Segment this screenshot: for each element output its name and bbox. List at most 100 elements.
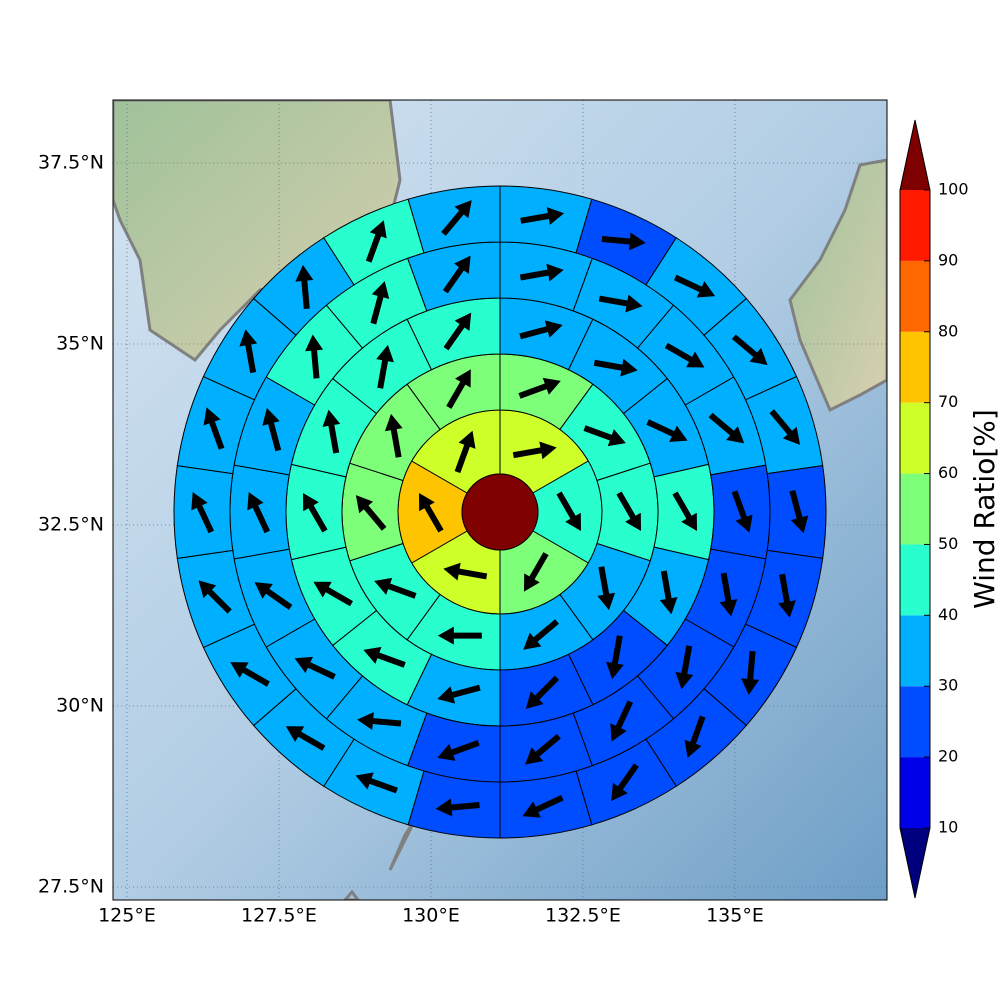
- y-tick-label: 37.5°N: [38, 151, 104, 173]
- wind-arrow: [441, 200, 472, 236]
- wind-arrow: [443, 562, 488, 581]
- wind-arrow: [606, 635, 624, 680]
- colorbar-tick-label: 10: [938, 818, 958, 837]
- wind-arrow: [525, 675, 560, 709]
- wind-arrow: [355, 772, 398, 794]
- wind-arrow: [519, 263, 564, 282]
- center-disk: [461, 473, 539, 551]
- colorbar-tick-label: 60: [938, 463, 958, 482]
- wind-arrow: [659, 570, 678, 615]
- wind-arrow: [230, 662, 270, 687]
- y-tick-label: 32.5°N: [38, 513, 104, 535]
- wind-arrow: [741, 650, 760, 696]
- colorbar-tick-label: 90: [938, 250, 958, 269]
- colorbar-bin: [900, 544, 930, 616]
- wind-arrow: [520, 207, 565, 225]
- wind-arrow: [769, 409, 801, 445]
- wind-arrow: [294, 656, 336, 680]
- wind-arrow: [664, 342, 705, 368]
- colorbar-bin: [900, 473, 930, 545]
- x-tick-label: 132.5°E: [545, 905, 621, 927]
- wind-arrow: [442, 255, 471, 294]
- wind-arrow: [384, 413, 403, 458]
- colorbar-bin: [900, 757, 930, 828]
- wind-arrow: [593, 358, 638, 377]
- x-tick-label: 125°E: [98, 905, 156, 927]
- wind-arrow: [295, 264, 314, 309]
- land-honshu: [788, 158, 887, 413]
- wind-rose: [173, 185, 827, 839]
- wind-arrow: [454, 430, 476, 474]
- wind-arrow: [198, 580, 232, 614]
- wind-arrow: [191, 492, 215, 534]
- plot-frame: [112, 99, 888, 901]
- wind-arrow: [239, 329, 258, 374]
- wind-arrow: [437, 684, 481, 704]
- y-tick-label: 27.5°N: [38, 875, 104, 897]
- wind-arrow: [672, 491, 697, 532]
- colorbar-tick-label: 40: [938, 605, 958, 624]
- wind-arrow: [778, 573, 796, 618]
- colorbar-extend-low: [900, 828, 930, 898]
- y-tick-label: 30°N: [56, 694, 104, 716]
- wind-arrow: [610, 700, 634, 742]
- wind-arrow: [285, 726, 326, 751]
- colorbar-tick-label: 70: [938, 392, 958, 411]
- x-tick-label: 135°E: [706, 905, 764, 927]
- wind-arrow: [673, 274, 716, 298]
- wind-arrow: [313, 581, 353, 607]
- wind-arrow: [708, 412, 745, 444]
- wind-arrow: [524, 552, 549, 592]
- wind-arrow: [305, 334, 324, 379]
- wind-arrow: [556, 491, 581, 532]
- wind-arrow: [522, 794, 564, 818]
- x-tick-label: 130°E: [402, 905, 460, 927]
- wind-arrow: [203, 407, 225, 450]
- x-tick-label: 127.5°E: [241, 905, 317, 927]
- wind-arrow: [597, 566, 616, 611]
- wind-arrow: [437, 626, 482, 645]
- wind-arrow: [446, 369, 471, 409]
- wind-arrow: [262, 407, 282, 452]
- colorbar-bin: [900, 402, 930, 474]
- wind-arrow: [437, 739, 480, 761]
- y-tick-label: 35°N: [56, 332, 104, 354]
- axes: 125°E 127.5°E 130°E 132.5°E 135°E 27.5°N 30°N 3…: [38, 151, 764, 926]
- colorbar-bin: [900, 190, 930, 261]
- wind-arrow: [370, 281, 390, 325]
- wind-arrow: [731, 334, 768, 366]
- wind-arrow: [616, 491, 641, 532]
- colorbar-tick-label: 50: [938, 534, 958, 553]
- wind-arrow: [443, 312, 472, 351]
- wind-arrow: [365, 220, 387, 263]
- wind-arrow: [363, 646, 406, 668]
- colorbar-tick-label: 80: [938, 321, 958, 340]
- wind-arrow: [247, 492, 271, 534]
- wind-arrow: [376, 344, 394, 389]
- wind-arrow: [731, 490, 753, 533]
- colorbar-label: Wind Ratio[%]: [968, 409, 1000, 609]
- land-korea: [113, 100, 402, 362]
- wind-arrow: [598, 294, 643, 313]
- wind-arrow: [512, 441, 557, 460]
- colorbar-tick-label: 20: [938, 747, 958, 766]
- wind-arrow: [254, 582, 293, 610]
- wind-arrow: [357, 712, 402, 731]
- colorbar-bin: [900, 331, 930, 403]
- wind-arrow: [525, 733, 561, 765]
- wind-arrow: [374, 577, 417, 599]
- wind-arrow: [518, 377, 561, 399]
- wind-arrow: [519, 320, 563, 340]
- wind-arrow: [523, 619, 559, 650]
- colorbar-bin: [900, 260, 930, 332]
- colorbar-bin: [900, 615, 930, 687]
- wind-arrow: [684, 715, 706, 758]
- colorbar: 10 20 30 40 50 60 70 80 90 100 Wind Ratio[%]: [899, 119, 1000, 899]
- colorbar-tick-label: 100: [938, 180, 969, 199]
- wind-arrow: [611, 763, 639, 802]
- wind-arrow: [601, 232, 646, 251]
- wind-arrow: [419, 492, 444, 533]
- colorbar-extend-high: [900, 120, 930, 190]
- wind-arrow: [646, 419, 688, 442]
